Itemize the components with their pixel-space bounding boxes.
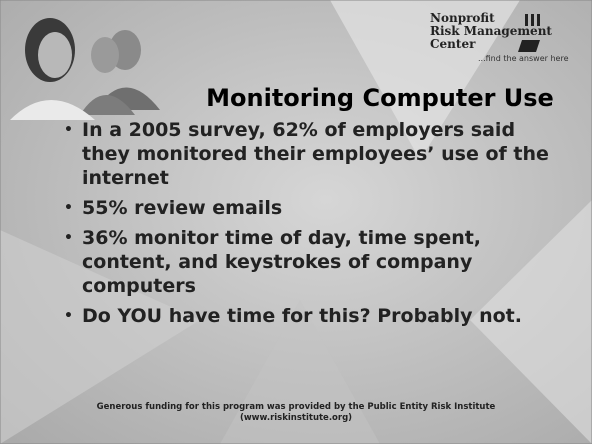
bullet-dot: • [64, 196, 73, 220]
bullet-dot: • [64, 304, 73, 328]
bullet-text: Do YOU have time for this? Probably not. [82, 305, 522, 327]
bullet-item: • Do YOU have time for this? Probably not… [62, 304, 562, 328]
slide-title: Monitoring Computer Use [150, 84, 592, 112]
bullet-dot: • [64, 118, 73, 142]
bullet-item: • In a 2005 survey, 62% of employers said… [62, 118, 562, 190]
footer-line: Generous funding for this program was pr… [40, 402, 552, 413]
bullet-item: • 55% review emails [62, 196, 562, 220]
logo-line: Center [430, 38, 552, 51]
slide: Nonprofit Risk Management Center ...find… [0, 0, 592, 444]
bullet-list: • In a 2005 survey, 62% of employers said… [62, 118, 562, 334]
logo: Nonprofit Risk Management Center [430, 12, 552, 51]
bullet-text: 55% review emails [82, 197, 282, 219]
people-photo [10, 18, 160, 120]
bullet-item: • 36% monitor time of day, time spent, co… [62, 226, 562, 298]
footer: Generous funding for this program was pr… [40, 402, 552, 424]
bullet-dot: • [64, 226, 73, 250]
logo-tagline: ...find the answer here [478, 54, 569, 63]
footer-line: (www.riskinstitute.org) [40, 413, 552, 424]
bullet-text: 36% monitor time of day, time spent, con… [82, 227, 481, 297]
bullet-text: In a 2005 survey, 62% of employers said … [82, 119, 549, 189]
